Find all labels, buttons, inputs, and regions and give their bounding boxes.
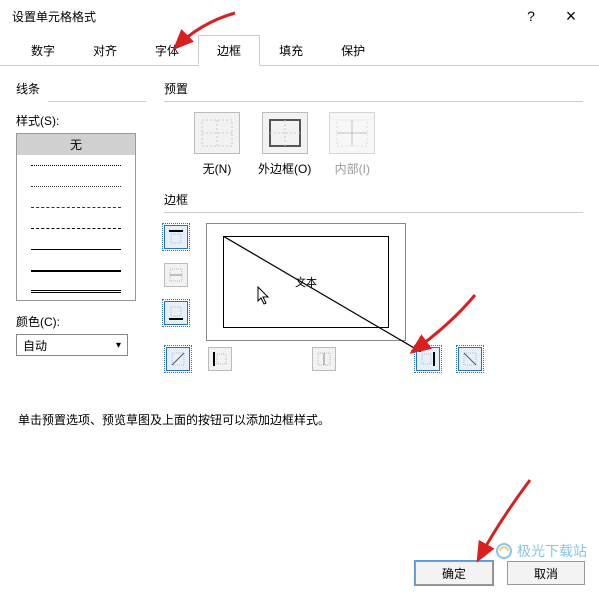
preset-section-label: 预置 bbox=[164, 80, 583, 97]
watermark: 极光下载站 bbox=[495, 541, 587, 561]
color-label: 颜色(C): bbox=[16, 313, 146, 330]
border-diag-down-button[interactable] bbox=[166, 347, 190, 371]
tab-bar: 数字 对齐 字体 边框 填充 保护 bbox=[0, 34, 599, 66]
cancel-button[interactable]: 取消 bbox=[507, 561, 585, 585]
help-button[interactable]: ? bbox=[511, 0, 551, 32]
style-item[interactable] bbox=[17, 155, 135, 176]
border-preview[interactable]: 文本 bbox=[206, 223, 406, 341]
style-item[interactable] bbox=[17, 281, 135, 302]
hint-text: 单击预置选项、预览草图及上面的按钮可以添加边框样式。 bbox=[0, 399, 599, 440]
color-value: 自动 bbox=[23, 337, 47, 354]
style-item[interactable] bbox=[17, 218, 135, 239]
preset-outline-label: 外边框(O) bbox=[258, 160, 311, 177]
style-item[interactable] bbox=[17, 176, 135, 197]
titlebar: 设置单元格格式 ? × bbox=[0, 0, 599, 32]
border-bottom-button[interactable] bbox=[164, 301, 188, 325]
style-item[interactable] bbox=[17, 260, 135, 281]
border-diag-up-button[interactable] bbox=[458, 347, 482, 371]
close-button[interactable]: × bbox=[551, 0, 591, 32]
border-mid-button[interactable] bbox=[164, 263, 188, 287]
style-item[interactable] bbox=[17, 239, 135, 260]
ok-button[interactable]: 确定 bbox=[415, 561, 493, 585]
color-select[interactable]: 自动 ▾ bbox=[16, 334, 128, 356]
chevron-down-icon: ▾ bbox=[116, 340, 121, 351]
preset-inside[interactable] bbox=[329, 112, 375, 154]
tab-border[interactable]: 边框 bbox=[198, 35, 260, 66]
preset-none-label: 无(N) bbox=[203, 160, 232, 177]
tab-number[interactable]: 数字 bbox=[12, 35, 74, 66]
style-label: 样式(S): bbox=[16, 112, 146, 129]
preview-text: 文本 bbox=[295, 274, 317, 290]
preset-inside-label: 内部(I) bbox=[335, 160, 370, 177]
border-section-label: 边框 bbox=[164, 191, 583, 208]
line-section-label: 线条 bbox=[16, 80, 146, 97]
preset-outline[interactable] bbox=[262, 112, 308, 154]
dialog-title: 设置单元格格式 bbox=[8, 8, 511, 25]
tab-align[interactable]: 对齐 bbox=[74, 35, 136, 66]
preset-none[interactable] bbox=[194, 112, 240, 154]
tab-protect[interactable]: 保护 bbox=[322, 35, 384, 66]
style-item[interactable] bbox=[17, 197, 135, 218]
cursor-icon bbox=[257, 286, 273, 306]
border-top-button[interactable] bbox=[164, 225, 188, 249]
tab-fill[interactable]: 填充 bbox=[260, 35, 322, 66]
style-none[interactable]: 无 bbox=[17, 134, 135, 155]
line-style-list[interactable]: 无 bbox=[16, 133, 136, 301]
tab-font[interactable]: 字体 bbox=[136, 35, 198, 66]
